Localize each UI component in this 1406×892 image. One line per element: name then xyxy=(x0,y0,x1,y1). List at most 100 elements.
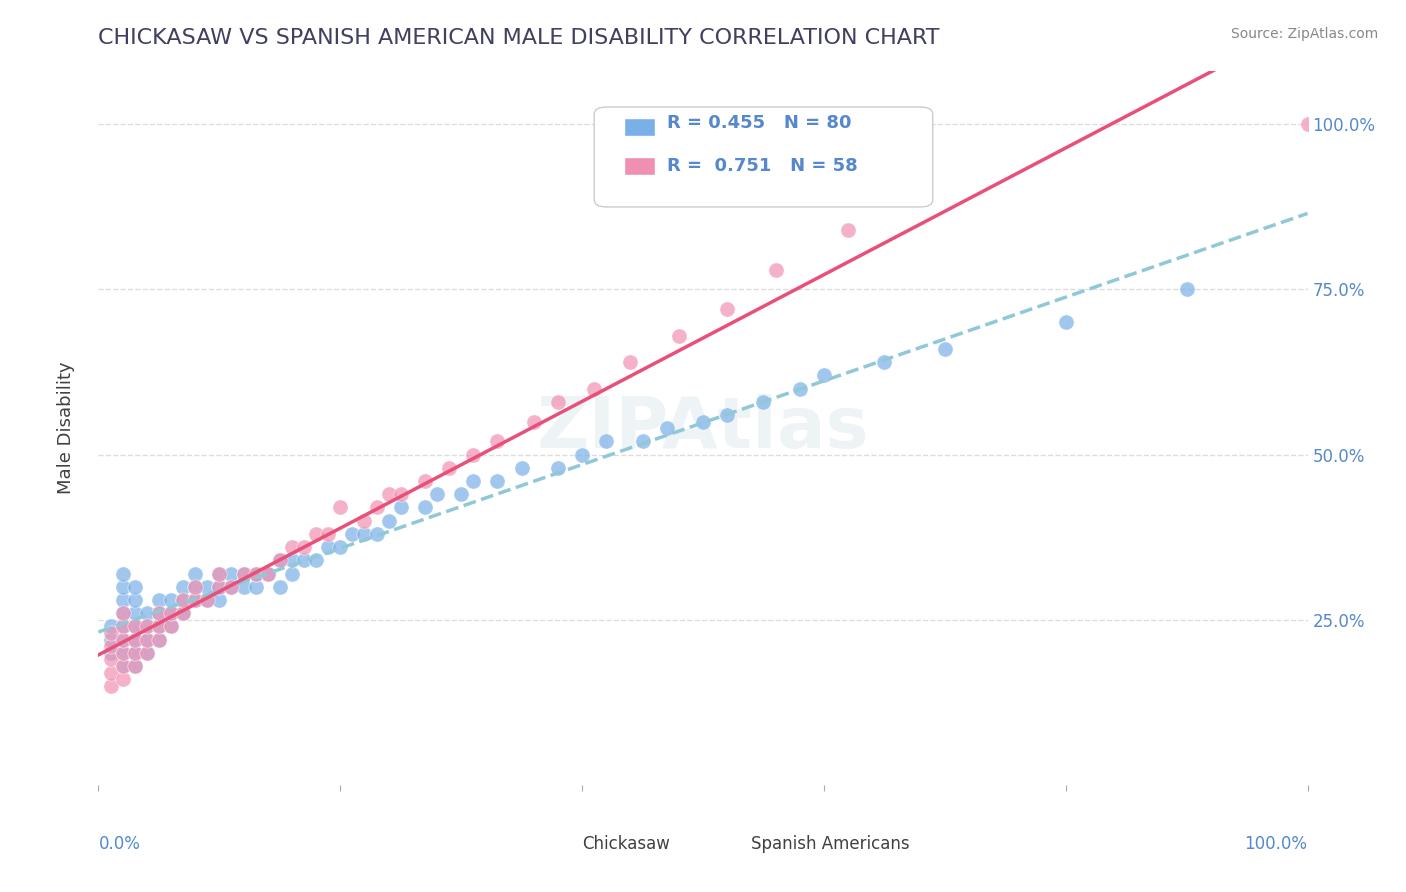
Point xyxy=(172,606,194,620)
Point xyxy=(195,593,218,607)
Point xyxy=(208,580,231,594)
Point xyxy=(184,580,207,594)
Point xyxy=(245,566,267,581)
Point xyxy=(100,632,122,647)
Text: R =  0.751   N = 58: R = 0.751 N = 58 xyxy=(666,157,858,175)
Point xyxy=(571,448,593,462)
Point xyxy=(135,646,157,660)
Point xyxy=(377,487,399,501)
Point xyxy=(245,580,267,594)
Point xyxy=(135,646,157,660)
Point xyxy=(124,646,146,660)
Point xyxy=(124,606,146,620)
Point xyxy=(111,646,134,660)
Point xyxy=(413,500,436,515)
Point xyxy=(934,342,956,356)
Point xyxy=(160,619,183,633)
Point xyxy=(463,474,485,488)
Point xyxy=(426,487,449,501)
Point xyxy=(135,606,157,620)
Point xyxy=(135,619,157,633)
Point xyxy=(342,527,364,541)
Point xyxy=(148,619,170,633)
Point xyxy=(389,500,412,515)
Point xyxy=(813,368,835,383)
Point xyxy=(1054,315,1077,329)
Point xyxy=(486,474,509,488)
Point xyxy=(716,302,738,317)
Point xyxy=(111,646,134,660)
Point xyxy=(172,593,194,607)
Point xyxy=(111,606,134,620)
Point xyxy=(221,566,243,581)
Point xyxy=(655,421,678,435)
Point xyxy=(450,487,472,501)
Point xyxy=(195,580,218,594)
Y-axis label: Male Disability: Male Disability xyxy=(56,362,75,494)
Point xyxy=(100,639,122,653)
Point xyxy=(100,646,122,660)
Point xyxy=(124,580,146,594)
Point xyxy=(111,659,134,673)
Point xyxy=(292,553,315,567)
Text: ZIPAtlas: ZIPAtlas xyxy=(537,393,869,463)
Point xyxy=(184,593,207,607)
Point xyxy=(172,593,194,607)
Point xyxy=(256,566,278,581)
Point xyxy=(752,394,775,409)
Point xyxy=(305,527,328,541)
Point xyxy=(221,580,243,594)
Point xyxy=(184,580,207,594)
Point xyxy=(160,593,183,607)
Point xyxy=(111,593,134,607)
Point xyxy=(305,553,328,567)
Text: Chickasaw: Chickasaw xyxy=(582,835,671,853)
Point xyxy=(135,632,157,647)
Point xyxy=(329,540,352,554)
Point xyxy=(281,566,304,581)
Point xyxy=(523,415,546,429)
Point xyxy=(124,619,146,633)
Point xyxy=(221,580,243,594)
Point xyxy=(208,580,231,594)
Point xyxy=(292,540,315,554)
Point xyxy=(486,434,509,449)
Point xyxy=(437,460,460,475)
Point xyxy=(389,487,412,501)
Point xyxy=(148,606,170,620)
Point xyxy=(111,619,134,633)
Point xyxy=(100,626,122,640)
Point xyxy=(1296,117,1319,131)
FancyBboxPatch shape xyxy=(595,107,932,207)
Point xyxy=(269,580,291,594)
Point xyxy=(148,632,170,647)
FancyBboxPatch shape xyxy=(716,835,745,853)
Point xyxy=(124,632,146,647)
Point xyxy=(353,527,375,541)
Point xyxy=(124,619,146,633)
Point xyxy=(111,632,134,647)
Text: CHICKASAW VS SPANISH AMERICAN MALE DISABILITY CORRELATION CHART: CHICKASAW VS SPANISH AMERICAN MALE DISAB… xyxy=(98,28,941,47)
Point xyxy=(619,355,641,369)
Point xyxy=(208,593,231,607)
Point xyxy=(208,566,231,581)
Point xyxy=(668,328,690,343)
Point xyxy=(353,514,375,528)
Point xyxy=(160,606,183,620)
Point xyxy=(413,474,436,488)
Point xyxy=(111,672,134,686)
FancyBboxPatch shape xyxy=(624,118,655,136)
Point xyxy=(256,566,278,581)
Point xyxy=(281,553,304,567)
Point xyxy=(208,566,231,581)
Point xyxy=(595,434,617,449)
Point xyxy=(837,223,859,237)
Point xyxy=(160,606,183,620)
Point xyxy=(148,619,170,633)
Point xyxy=(583,382,606,396)
Point xyxy=(124,659,146,673)
Point xyxy=(172,606,194,620)
Point xyxy=(547,394,569,409)
Point xyxy=(232,566,254,581)
Point xyxy=(135,632,157,647)
